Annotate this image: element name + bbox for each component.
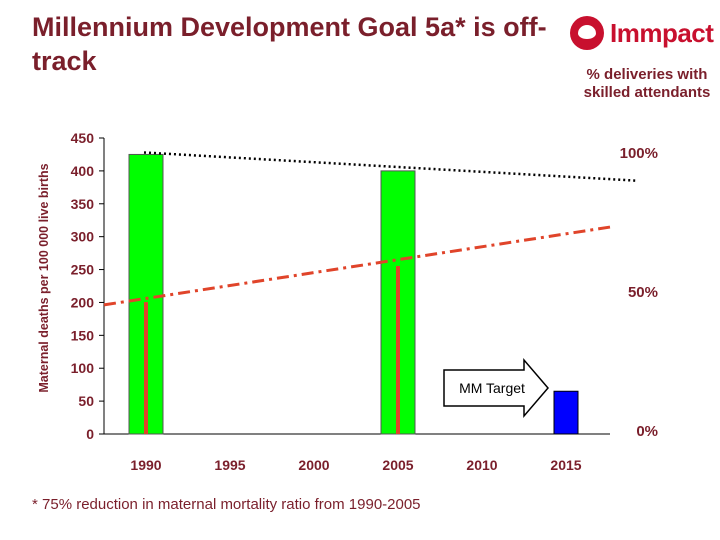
x-tick-label: 2010 [466, 457, 497, 473]
y-tick-label: 0 [86, 426, 94, 442]
logo-wordmark: Immpact [610, 18, 714, 48]
y-tick-label: 300 [71, 229, 95, 245]
x-tick-label: 1990 [130, 457, 161, 473]
y-tick-label: 400 [71, 163, 95, 179]
mm-target-label: MM Target [459, 380, 525, 396]
y-tick-label: 450 [71, 130, 95, 146]
logo: Immpact [566, 14, 716, 54]
skilled-trend-line [103, 225, 611, 307]
y-tick-label: 350 [71, 196, 95, 212]
logo-mark-icon [570, 16, 604, 50]
mm-target-arrow [443, 357, 549, 419]
y-tick-label: 150 [71, 327, 95, 343]
right-axis-tick-label: 0% [636, 423, 658, 440]
right-axis-tick-label: 100% [620, 145, 658, 162]
footnote: * 75% reduction in maternal mortality ra… [32, 496, 421, 513]
x-tick-label: 2015 [550, 457, 581, 473]
y-tick-label: 250 [71, 262, 95, 278]
page-title: Millennium Development Goal 5a* is off-t… [32, 12, 547, 76]
target-bar [553, 390, 579, 435]
y-tick-label: 100 [71, 360, 95, 376]
x-tick-label: 2000 [298, 457, 329, 473]
x-tick-label: 2005 [382, 457, 413, 473]
y-tick-label: 200 [71, 294, 95, 310]
x-tick-label: 1995 [214, 457, 245, 473]
right-axis-tick-label: 50% [628, 284, 658, 301]
y-tick-label: 50 [78, 393, 94, 409]
right-axis-title: % deliveries with skilled attendants [583, 66, 711, 101]
